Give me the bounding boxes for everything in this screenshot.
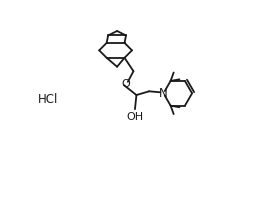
Text: HCl: HCl [38, 93, 58, 106]
Text: O: O [120, 79, 129, 89]
Text: N: N [158, 87, 166, 100]
Text: OH: OH [126, 112, 143, 122]
